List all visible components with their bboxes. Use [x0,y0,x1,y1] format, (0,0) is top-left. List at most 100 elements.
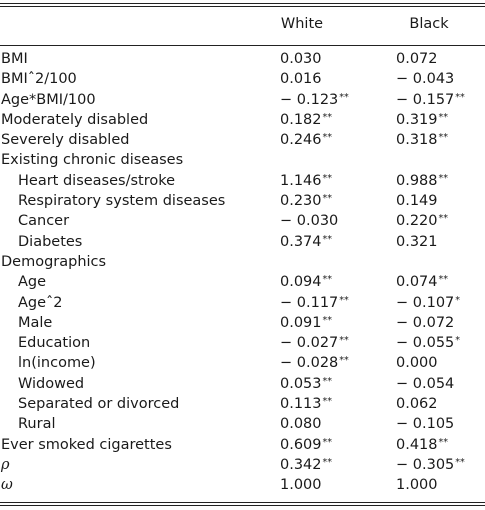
cell-white: 0.374** [280,232,370,254]
cell-black: 0.072 [396,49,484,71]
significance-white: ** [339,335,349,347]
value-black: − 0.157 [396,91,455,108]
significance-black: ** [438,213,449,225]
table-row: Male 0.091** − 0.072 [0,313,485,333]
value-black: 0.220 [396,213,438,230]
table-row: Rural 0.080 − 0.105 [0,414,485,434]
table-row: BMI 0.030 0.072 [0,49,485,69]
value-black: 0.319 [396,111,438,128]
cell-white: − 0.028** [280,353,370,375]
cell-black: 0.000 [396,353,484,375]
significance-black: ** [438,172,449,184]
row-label: Age*BMI/100 [1,91,96,108]
row-label: BMIˆ2/100 [1,71,77,88]
value-white: 0.182 [280,111,322,128]
value-white: − 0.028 [280,355,339,372]
row-label: ρ [1,456,10,473]
cell-white: 0.182** [280,110,370,132]
value-black: 0.418 [396,436,438,453]
significance-black: ** [455,456,465,468]
table-row: Existing chronic diseases [0,150,485,170]
table-body: BMI 0.030 0.072 BMIˆ2/100 0.016− 0.043 Age*BM… [0,49,485,496]
table-row: Widowed 0.053** − 0.054 [0,374,485,394]
column-header-black: Black [409,16,449,32]
significance-white: ** [339,91,349,103]
cell-white: 0.091** [280,313,370,335]
cell-black: 0.319** [396,110,484,132]
cell-black: − 0.072 [396,313,484,335]
table-row: Severely disabled 0.246** 0.318** [0,130,485,150]
cell-white: 0.080 [280,414,370,436]
value-white: − 0.117 [280,294,339,311]
cell-white: 0.113** [280,394,370,416]
row-label: Respiratory system diseases [18,193,226,210]
row-label: Severely disabled [1,132,130,149]
cell-black: − 0.054 [396,374,484,396]
table-row: Heart diseases/stroke 1.146** 0.988** [0,171,485,191]
row-label: ω [1,477,13,494]
value-white: 0.053 [280,375,322,392]
significance-white: ** [322,456,333,468]
row-label: Education [18,335,91,352]
cell-black: − 0.305** [396,455,484,477]
value-white: 0.030 [280,51,322,67]
significance-white: ** [322,375,333,387]
value-white: 0.230 [280,193,322,210]
row-label: Ever smoked cigarettes [1,436,172,453]
cell-white: 0.016 [280,69,370,91]
table-row: Diabetes 0.374** 0.321 [0,232,485,252]
cell-black: − 0.105 [396,414,484,436]
significance-white: ** [322,233,333,245]
cell-white [280,150,370,172]
value-white: 0.080 [280,416,322,433]
row-label: BMI [1,51,28,67]
value-black: − 0.055 [396,335,455,352]
column-header-white: White [280,16,324,32]
value-white: − 0.123 [280,91,339,108]
table-row: Ever smoked cigarettes 0.609** 0.418** [0,435,485,455]
value-white: 0.342 [280,456,322,473]
table-row: Respiratory system diseases 0.230** 0.149 [0,191,485,211]
significance-white: ** [339,294,349,306]
top-rule-inner [0,6,485,7]
value-black: 0.062 [396,396,438,413]
cell-white: 0.030 [280,49,370,71]
table-row: Separated or divorced 0.113** 0.062 [0,394,485,414]
cell-white: 0.246** [280,130,370,152]
table-row: Ageˆ2 − 0.117** − 0.107* [0,293,485,313]
row-label: Widowed [18,375,85,392]
significance-white: ** [322,172,333,184]
cell-black: 0.321 [396,232,484,254]
table-row: Demographics [0,252,485,272]
row-label: Separated or divorced [18,396,180,413]
value-white: 0.609 [280,436,322,453]
significance-white: ** [322,396,333,408]
cell-black: − 0.157** [396,90,484,112]
cell-black: 0.418** [396,435,484,457]
cell-black: 0.074** [396,272,484,294]
table-header: White Black [0,12,485,38]
table-row: Age 0.094** 0.074** [0,272,485,292]
cell-white: 0.609** [280,435,370,457]
significance-black: * [455,335,461,347]
significance-white: ** [322,193,333,205]
row-label: Moderately disabled [1,111,149,128]
value-white: 1.000 [280,477,322,494]
cell-white: 1.000 [280,475,370,497]
significance-black: ** [438,274,449,286]
row-label: Rural [18,416,56,433]
cell-black: 0.318** [396,130,484,152]
value-white: 0.246 [280,132,322,149]
row-label: Cancer [18,213,70,230]
cell-white: 0.342** [280,455,370,477]
table-row: Age*BMI/100 − 0.123** − 0.157** [0,90,485,110]
value-black: − 0.305 [396,456,455,473]
table-row: ω 1.000 1.000 [0,475,485,495]
cell-white: − 0.027** [280,333,370,355]
value-black: 0.321 [396,233,438,250]
value-white: 1.146 [280,172,322,189]
value-black: 1.000 [396,477,438,494]
table-row: ln(income) − 0.028** 0.000 [0,353,485,373]
row-label: Heart diseases/stroke [18,172,176,189]
row-label: Existing chronic diseases [1,152,184,169]
